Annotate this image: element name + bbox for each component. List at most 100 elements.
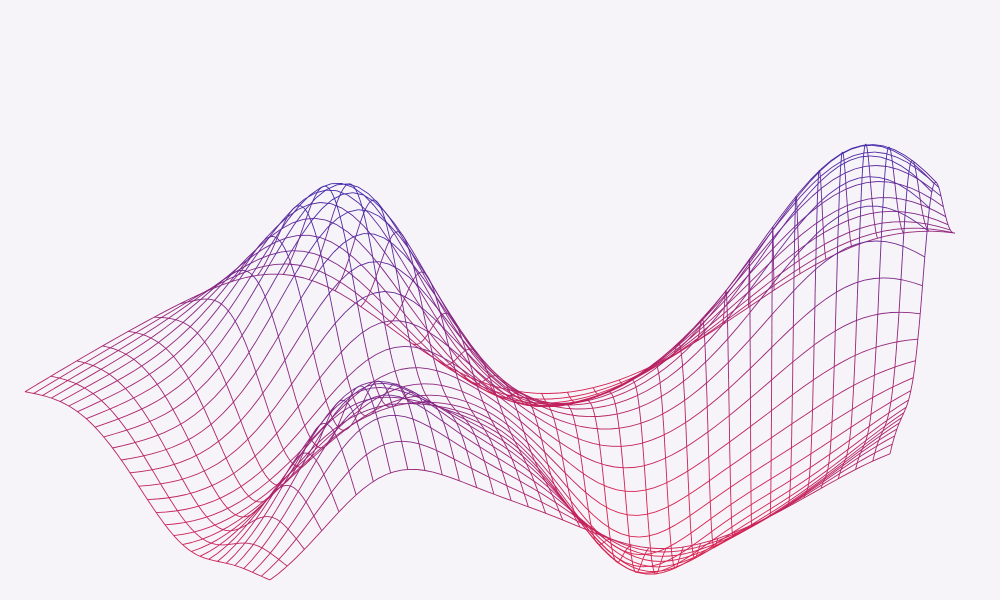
- mesh-line-col: [498, 396, 501, 398]
- mesh-line-row: [651, 435, 662, 441]
- mesh-line-col: [504, 444, 508, 448]
- mesh-line-row: [95, 365, 108, 373]
- mesh-line-col: [522, 429, 526, 434]
- mesh-line-row: [835, 220, 848, 227]
- mesh-line-col: [83, 386, 87, 390]
- mesh-line-col: [613, 397, 615, 401]
- mesh-line-row: [302, 278, 314, 296]
- mesh-line-col: [517, 475, 521, 480]
- mesh-line-col: [497, 431, 500, 435]
- mesh-line-row: [844, 184, 857, 191]
- mesh-line-col: [603, 480, 605, 488]
- mesh-line-col: [133, 331, 137, 334]
- mesh-line-row: [791, 495, 800, 502]
- mesh-line-col: [437, 406, 440, 408]
- mesh-line-col: [67, 405, 72, 408]
- mesh-line-col: [317, 243, 321, 252]
- mesh-line-col: [136, 401, 140, 406]
- mesh-line-col: [156, 384, 161, 389]
- mesh-line-col: [464, 349, 467, 352]
- mesh-line-row: [77, 406, 89, 413]
- mesh-line-row: [314, 253, 327, 259]
- mesh-line-col: [355, 420, 360, 429]
- mesh-line-col: [119, 457, 124, 463]
- mesh-line-col: [93, 365, 97, 368]
- mesh-line-row: [404, 345, 415, 348]
- mesh-line-col: [183, 369, 187, 375]
- mesh-line-row: [721, 486, 731, 494]
- mesh-line-row: [866, 459, 875, 465]
- mesh-line-row: [700, 548, 710, 553]
- mesh-line-col: [282, 482, 286, 485]
- mesh-line-row: [559, 486, 570, 499]
- mesh-line-col: [199, 555, 203, 558]
- mesh-line-row: [719, 415, 730, 424]
- mesh-line-row: [799, 185, 812, 198]
- mesh-line-row: [789, 196, 801, 210]
- mesh-line-col: [646, 549, 648, 552]
- mesh-line-col: [468, 360, 471, 366]
- mesh-line-row: [267, 526, 277, 540]
- mesh-line-col: [368, 360, 372, 369]
- mesh-line-col: [323, 236, 327, 243]
- mesh-line-row: [479, 488, 488, 493]
- mesh-line-col: [252, 519, 257, 522]
- mesh-line-col: [355, 403, 359, 409]
- mesh-line-row: [117, 330, 130, 338]
- mesh-line-col: [482, 380, 485, 382]
- mesh-line-col: [398, 430, 402, 441]
- mesh-line-col: [105, 346, 109, 348]
- mesh-line-col: [243, 490, 248, 495]
- mesh-line-row: [881, 312, 892, 314]
- mesh-line-row: [488, 404, 499, 412]
- mesh-line-row: [876, 390, 887, 396]
- mesh-line-row: [462, 348, 474, 360]
- mesh-line-row: [242, 546, 252, 558]
- mesh-line-row: [548, 480, 558, 493]
- mesh-line-row: [773, 509, 782, 515]
- mesh-line-row: [741, 526, 751, 532]
- mesh-line-row: [631, 373, 643, 381]
- mesh-line-row: [822, 179, 834, 188]
- mesh-line-col: [142, 453, 146, 459]
- mesh-line-col: [312, 268, 316, 273]
- mesh-line-col: [488, 415, 492, 419]
- mesh-line-row: [786, 286, 798, 299]
- mesh-line-row: [718, 362, 729, 373]
- mesh-line-col: [147, 418, 152, 424]
- mesh-line-col: [88, 390, 93, 394]
- mesh-line-row: [610, 385, 622, 392]
- mesh-line-row: [677, 553, 686, 556]
- mesh-line-col: [329, 410, 333, 416]
- mesh-line-row: [208, 545, 218, 553]
- mesh-line-col: [340, 188, 344, 193]
- mesh-line-col: [604, 540, 606, 543]
- mesh-line-row: [899, 399, 909, 406]
- mesh-line-row: [363, 225, 376, 240]
- mesh-line-row: [403, 295, 415, 303]
- mesh-line-col: [460, 414, 463, 417]
- mesh-line-row: [709, 422, 720, 431]
- mesh-line-row: [669, 554, 679, 561]
- mesh-line-row: [738, 370, 749, 381]
- mesh-line-col: [863, 146, 866, 150]
- mesh-line-row: [804, 409, 814, 416]
- mesh-line-col: [472, 374, 476, 379]
- mesh-line-col: [561, 453, 564, 459]
- mesh-line-row: [252, 361, 264, 378]
- mesh-line-row: [269, 573, 279, 581]
- mesh-line-col: [381, 381, 384, 385]
- mesh-line-col: [636, 390, 638, 394]
- mesh-line-col: [864, 144, 866, 147]
- mesh-line-col: [306, 322, 310, 332]
- mesh-line-col: [577, 522, 580, 526]
- mesh-line-col: [465, 376, 467, 379]
- mesh-line-row: [802, 466, 812, 474]
- mesh-line-row: [525, 395, 536, 402]
- mesh-line-col: [619, 439, 622, 447]
- mesh-line-row: [775, 451, 786, 458]
- mesh-line-row: [882, 146, 893, 151]
- mesh-line-col: [544, 400, 547, 403]
- mesh-line-col: [330, 491, 335, 499]
- mesh-line-row: [906, 216, 918, 224]
